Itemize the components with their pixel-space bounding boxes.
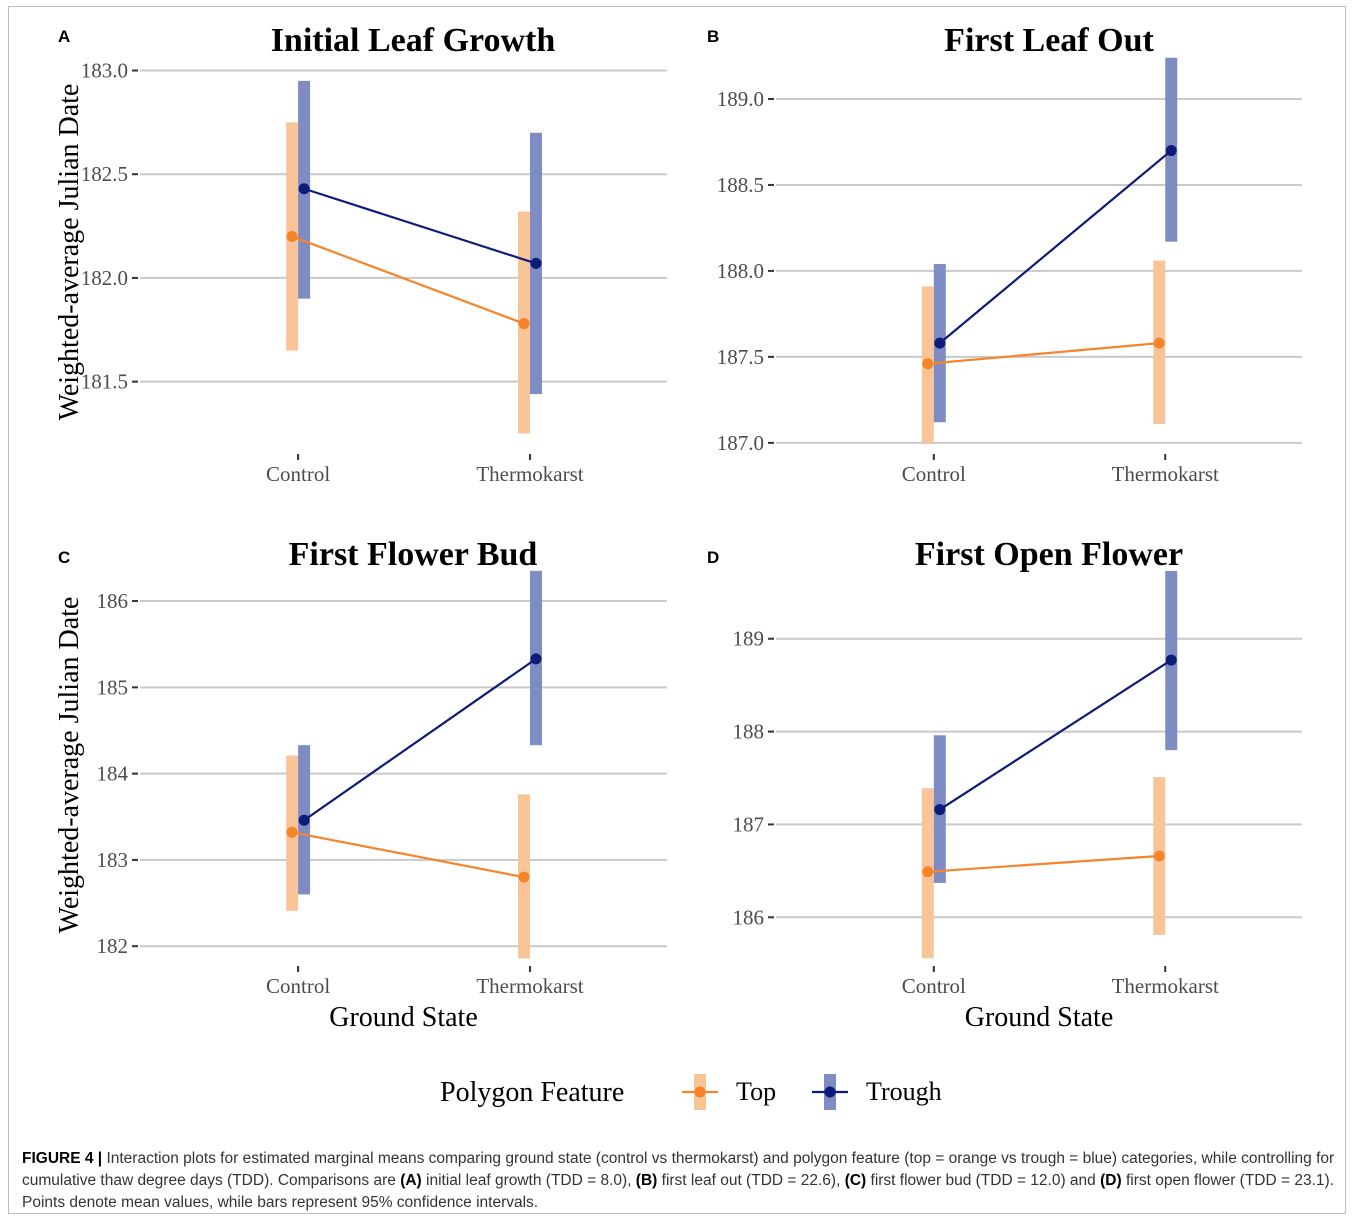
caption-part: (A) xyxy=(400,1172,422,1189)
x-tick-label: Control xyxy=(266,974,330,998)
x-tick-label: Thermokarst xyxy=(1112,974,1219,998)
panel-letter: A xyxy=(58,27,70,46)
y-tick-label: 188 xyxy=(733,720,765,744)
series-line-top xyxy=(927,342,1160,365)
y-tick-label: 187.0 xyxy=(717,431,764,455)
x-tick-label: Control xyxy=(266,462,330,486)
mean-point-top xyxy=(518,318,530,330)
y-tick-label: 189.0 xyxy=(717,87,764,111)
panel-title: First Leaf Out xyxy=(944,22,1154,59)
mean-point-top xyxy=(922,866,934,878)
panel-letter: B xyxy=(707,27,719,46)
series-line-trough xyxy=(939,149,1172,344)
y-tick-label: 181.5 xyxy=(81,370,128,394)
mean-point-trough xyxy=(934,337,946,349)
y-tick-label: 185 xyxy=(97,675,129,699)
panel-B: B First Leaf Out 187.0 187.5 188.0 188.5 189.0… xyxy=(707,22,1302,486)
figure-caption: FIGURE 4 | Interaction plots for estimat… xyxy=(22,1148,1342,1214)
caption-part: first open flower (TDD = 23.1). Points d… xyxy=(22,1172,1334,1211)
figure-label: FIGURE 4 | xyxy=(22,1150,103,1167)
legend-key-point xyxy=(694,1086,706,1098)
mean-point-top xyxy=(518,871,530,883)
caption-part: (B) xyxy=(635,1172,658,1189)
y-axis-title: Weighted-average Julian Date xyxy=(54,597,85,934)
panel-title: First Open Flower xyxy=(915,536,1183,573)
series-line-trough xyxy=(939,659,1172,811)
mean-point-trough xyxy=(1165,145,1177,157)
x-axis-title: Ground State xyxy=(965,1002,1114,1033)
series-line-top xyxy=(291,235,525,325)
series-line-top xyxy=(291,831,525,879)
caption-part: Interaction plots for estimated marginal… xyxy=(22,1150,1335,1189)
mean-point-trough xyxy=(530,653,542,665)
x-tick-label: Thermokarst xyxy=(476,462,583,486)
mean-point-top xyxy=(1153,337,1165,349)
mean-point-top xyxy=(922,358,934,370)
figure-plots: A Initial Leaf Growth 181.5 182.0 182.5 183.0… xyxy=(54,22,1302,1110)
mean-point-trough xyxy=(1165,654,1177,666)
caption-part: (C) xyxy=(844,1172,867,1189)
x-tick-label: Control xyxy=(902,974,966,998)
x-tick-label: Control xyxy=(902,462,966,486)
panel-letter: D xyxy=(707,548,719,567)
panel-title: Initial Leaf Growth xyxy=(271,22,556,59)
x-tick-label: Thermokarst xyxy=(1112,462,1219,486)
x-axis-title: Ground State xyxy=(329,1002,478,1033)
legend-label: Trough xyxy=(866,1077,942,1106)
caption-body: Interaction plots for estimated marginal… xyxy=(22,1150,1334,1211)
legend-title: Polygon Feature xyxy=(440,1077,624,1108)
y-tick-label: 187.5 xyxy=(717,345,764,369)
y-tick-label: 186 xyxy=(97,589,129,613)
y-tick-label: 188.5 xyxy=(717,173,764,197)
mean-point-top xyxy=(1153,850,1165,862)
panel-A: A Initial Leaf Growth 181.5 182.0 182.5 183.0… xyxy=(54,22,667,486)
x-tick-label: Thermokarst xyxy=(476,974,583,998)
y-tick-label: 186 xyxy=(733,905,765,929)
y-tick-label: 182 xyxy=(97,934,129,958)
y-tick-label: 184 xyxy=(97,762,129,786)
panel-letter: C xyxy=(58,548,70,567)
panel-title: First Flower Bud xyxy=(289,536,538,573)
y-tick-label: 183.0 xyxy=(81,59,128,83)
mean-point-trough xyxy=(934,804,946,816)
y-tick-label: 183 xyxy=(97,848,129,872)
caption-part: first flower bud (TDD = 12.0) and xyxy=(866,1172,1101,1189)
panel-D: D First Open Flower 186 187 188 189 Control The… xyxy=(707,536,1302,1033)
panel-C: C First Flower Bud 182 183 184 185 186 Control T… xyxy=(54,536,667,1033)
series-line-trough xyxy=(303,657,537,822)
mean-point-top xyxy=(286,230,298,242)
mean-point-trough xyxy=(298,183,310,195)
mean-point-trough xyxy=(530,257,542,269)
y-tick-label: 188.0 xyxy=(717,259,764,283)
y-tick-label: 182.5 xyxy=(81,162,128,186)
caption-part: (D) xyxy=(1100,1172,1122,1189)
y-axis-title: Weighted-average Julian Date xyxy=(54,84,85,421)
series-line-trough xyxy=(303,187,537,265)
legend-label: Top xyxy=(736,1077,776,1106)
caption-part: initial leaf growth (TDD = 8.0), xyxy=(421,1172,636,1189)
legend: Polygon Feature Top Trough xyxy=(440,1074,942,1110)
y-tick-label: 187 xyxy=(733,812,765,836)
caption-part: first leaf out (TDD = 22.6), xyxy=(657,1172,845,1189)
y-tick-label: 182.0 xyxy=(81,266,128,290)
mean-point-trough xyxy=(298,814,310,826)
mean-point-top xyxy=(286,826,298,838)
figure-frame xyxy=(8,6,1346,1214)
series-line-top xyxy=(927,854,1160,873)
y-tick-label: 189 xyxy=(733,627,765,651)
legend-key-point xyxy=(824,1086,836,1098)
